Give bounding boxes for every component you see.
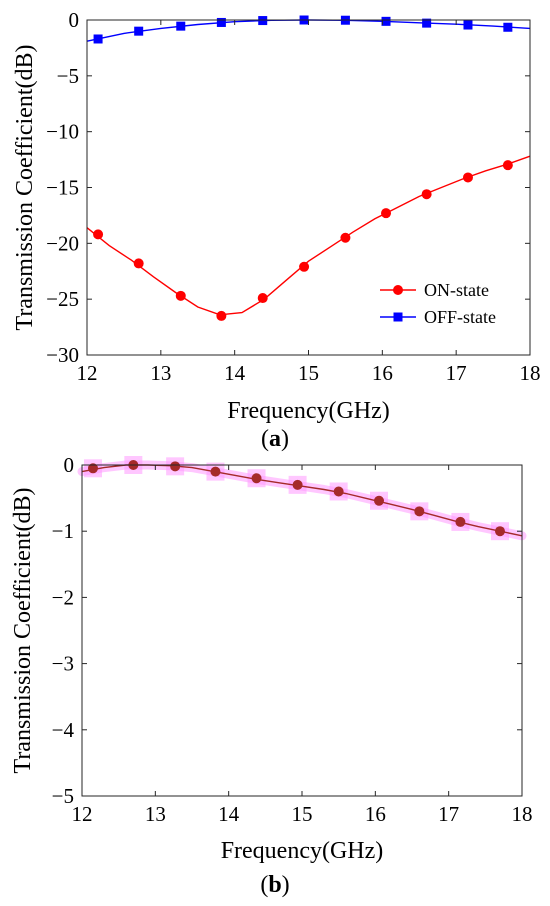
panel-a-chart: 12 13 14 15 16 17 18 0 −5 −10 −15 −20 −25 −30 Frequenc… bbox=[12, 8, 541, 424]
series-line-0 bbox=[86, 155, 531, 316]
data-point-circle bbox=[251, 473, 262, 484]
x-tick-label: 18 bbox=[520, 361, 541, 385]
y-tick-label: −4 bbox=[52, 718, 75, 742]
x-tick-label: 13 bbox=[150, 361, 171, 385]
plot-frame bbox=[86, 19, 531, 356]
data-point-circle bbox=[414, 506, 425, 517]
data-point-circle bbox=[93, 229, 104, 240]
y-tick-label: −5 bbox=[52, 784, 74, 808]
data-point-square bbox=[503, 22, 513, 32]
x-tick-label: 14 bbox=[224, 361, 246, 385]
y-tick-label: 0 bbox=[69, 8, 80, 32]
y-tick-label: −5 bbox=[57, 64, 79, 88]
y-tick-label: −30 bbox=[46, 343, 79, 367]
y-tick-label: −20 bbox=[46, 231, 79, 255]
y-tick-label: −2 bbox=[52, 585, 74, 609]
data-point-square bbox=[134, 26, 144, 36]
data-point-square bbox=[258, 16, 268, 26]
y-axis-label: Transmission Coefficient(dB) bbox=[12, 45, 38, 331]
x-tick-label: 16 bbox=[372, 361, 393, 385]
y-tick-label: −3 bbox=[52, 652, 74, 676]
x-tick-label: 12 bbox=[77, 361, 98, 385]
y-tick-label: −25 bbox=[46, 287, 79, 311]
data-point-square bbox=[176, 21, 186, 31]
x-tick-label: 17 bbox=[446, 361, 467, 385]
y-tick-label: 0 bbox=[64, 453, 75, 477]
data-point-circle bbox=[381, 208, 392, 219]
data-point-square bbox=[422, 18, 432, 28]
x-axis-label: Frequency(GHz) bbox=[227, 398, 390, 424]
data-point-circle bbox=[333, 486, 344, 497]
data-point-square bbox=[381, 16, 391, 26]
legend-marker-circle bbox=[393, 285, 403, 295]
x-tick-label: 18 bbox=[512, 802, 533, 826]
panel-b-caption: (b) bbox=[260, 872, 289, 898]
data-point-circle bbox=[502, 160, 513, 171]
data-point-circle bbox=[170, 461, 181, 472]
data-point-circle bbox=[88, 463, 98, 474]
y-tick-label: −10 bbox=[46, 120, 79, 144]
data-point-square bbox=[463, 20, 473, 30]
data-point-circle bbox=[216, 310, 227, 321]
data-point-square bbox=[93, 34, 103, 44]
x-tick-label: 17 bbox=[438, 802, 459, 826]
x-tick-label: 16 bbox=[365, 802, 386, 826]
data-point-circle bbox=[374, 495, 384, 506]
legend-marker-square bbox=[393, 312, 403, 322]
data-point-circle bbox=[299, 261, 310, 272]
x-axis-label: Frequency(GHz) bbox=[221, 838, 384, 864]
y-axis-label: Transmission Coefficient(dB) bbox=[10, 488, 36, 774]
data-point-circle bbox=[340, 232, 351, 243]
x-tick-label: 13 bbox=[145, 802, 166, 826]
data-point-circle bbox=[175, 290, 186, 301]
panel-b-chart: 12 13 14 15 16 17 18 0 −1 −2 −3 −4 −5 Frequency(GHz) T… bbox=[10, 453, 533, 864]
legend-label: OFF-state bbox=[424, 307, 496, 327]
data-point-circle bbox=[210, 466, 221, 477]
data-point-circle bbox=[292, 479, 303, 490]
data-point-circle bbox=[257, 293, 268, 304]
x-tick-label: 15 bbox=[298, 361, 319, 385]
data-point-circle bbox=[495, 526, 505, 537]
y-tick-label: −1 bbox=[52, 519, 74, 543]
legend-label: ON-state bbox=[424, 280, 489, 300]
x-tick-label: 15 bbox=[292, 802, 313, 826]
data-point-circle bbox=[421, 189, 432, 200]
panel-a-caption: (a) bbox=[261, 426, 289, 452]
x-tick-label: 14 bbox=[218, 802, 240, 826]
y-tick-label: −15 bbox=[46, 176, 79, 200]
x-tick-label: 12 bbox=[72, 802, 93, 826]
data-point-square bbox=[216, 17, 226, 27]
data-point-circle bbox=[455, 516, 466, 527]
data-point-circle bbox=[462, 172, 473, 183]
data-point-circle bbox=[133, 258, 144, 269]
